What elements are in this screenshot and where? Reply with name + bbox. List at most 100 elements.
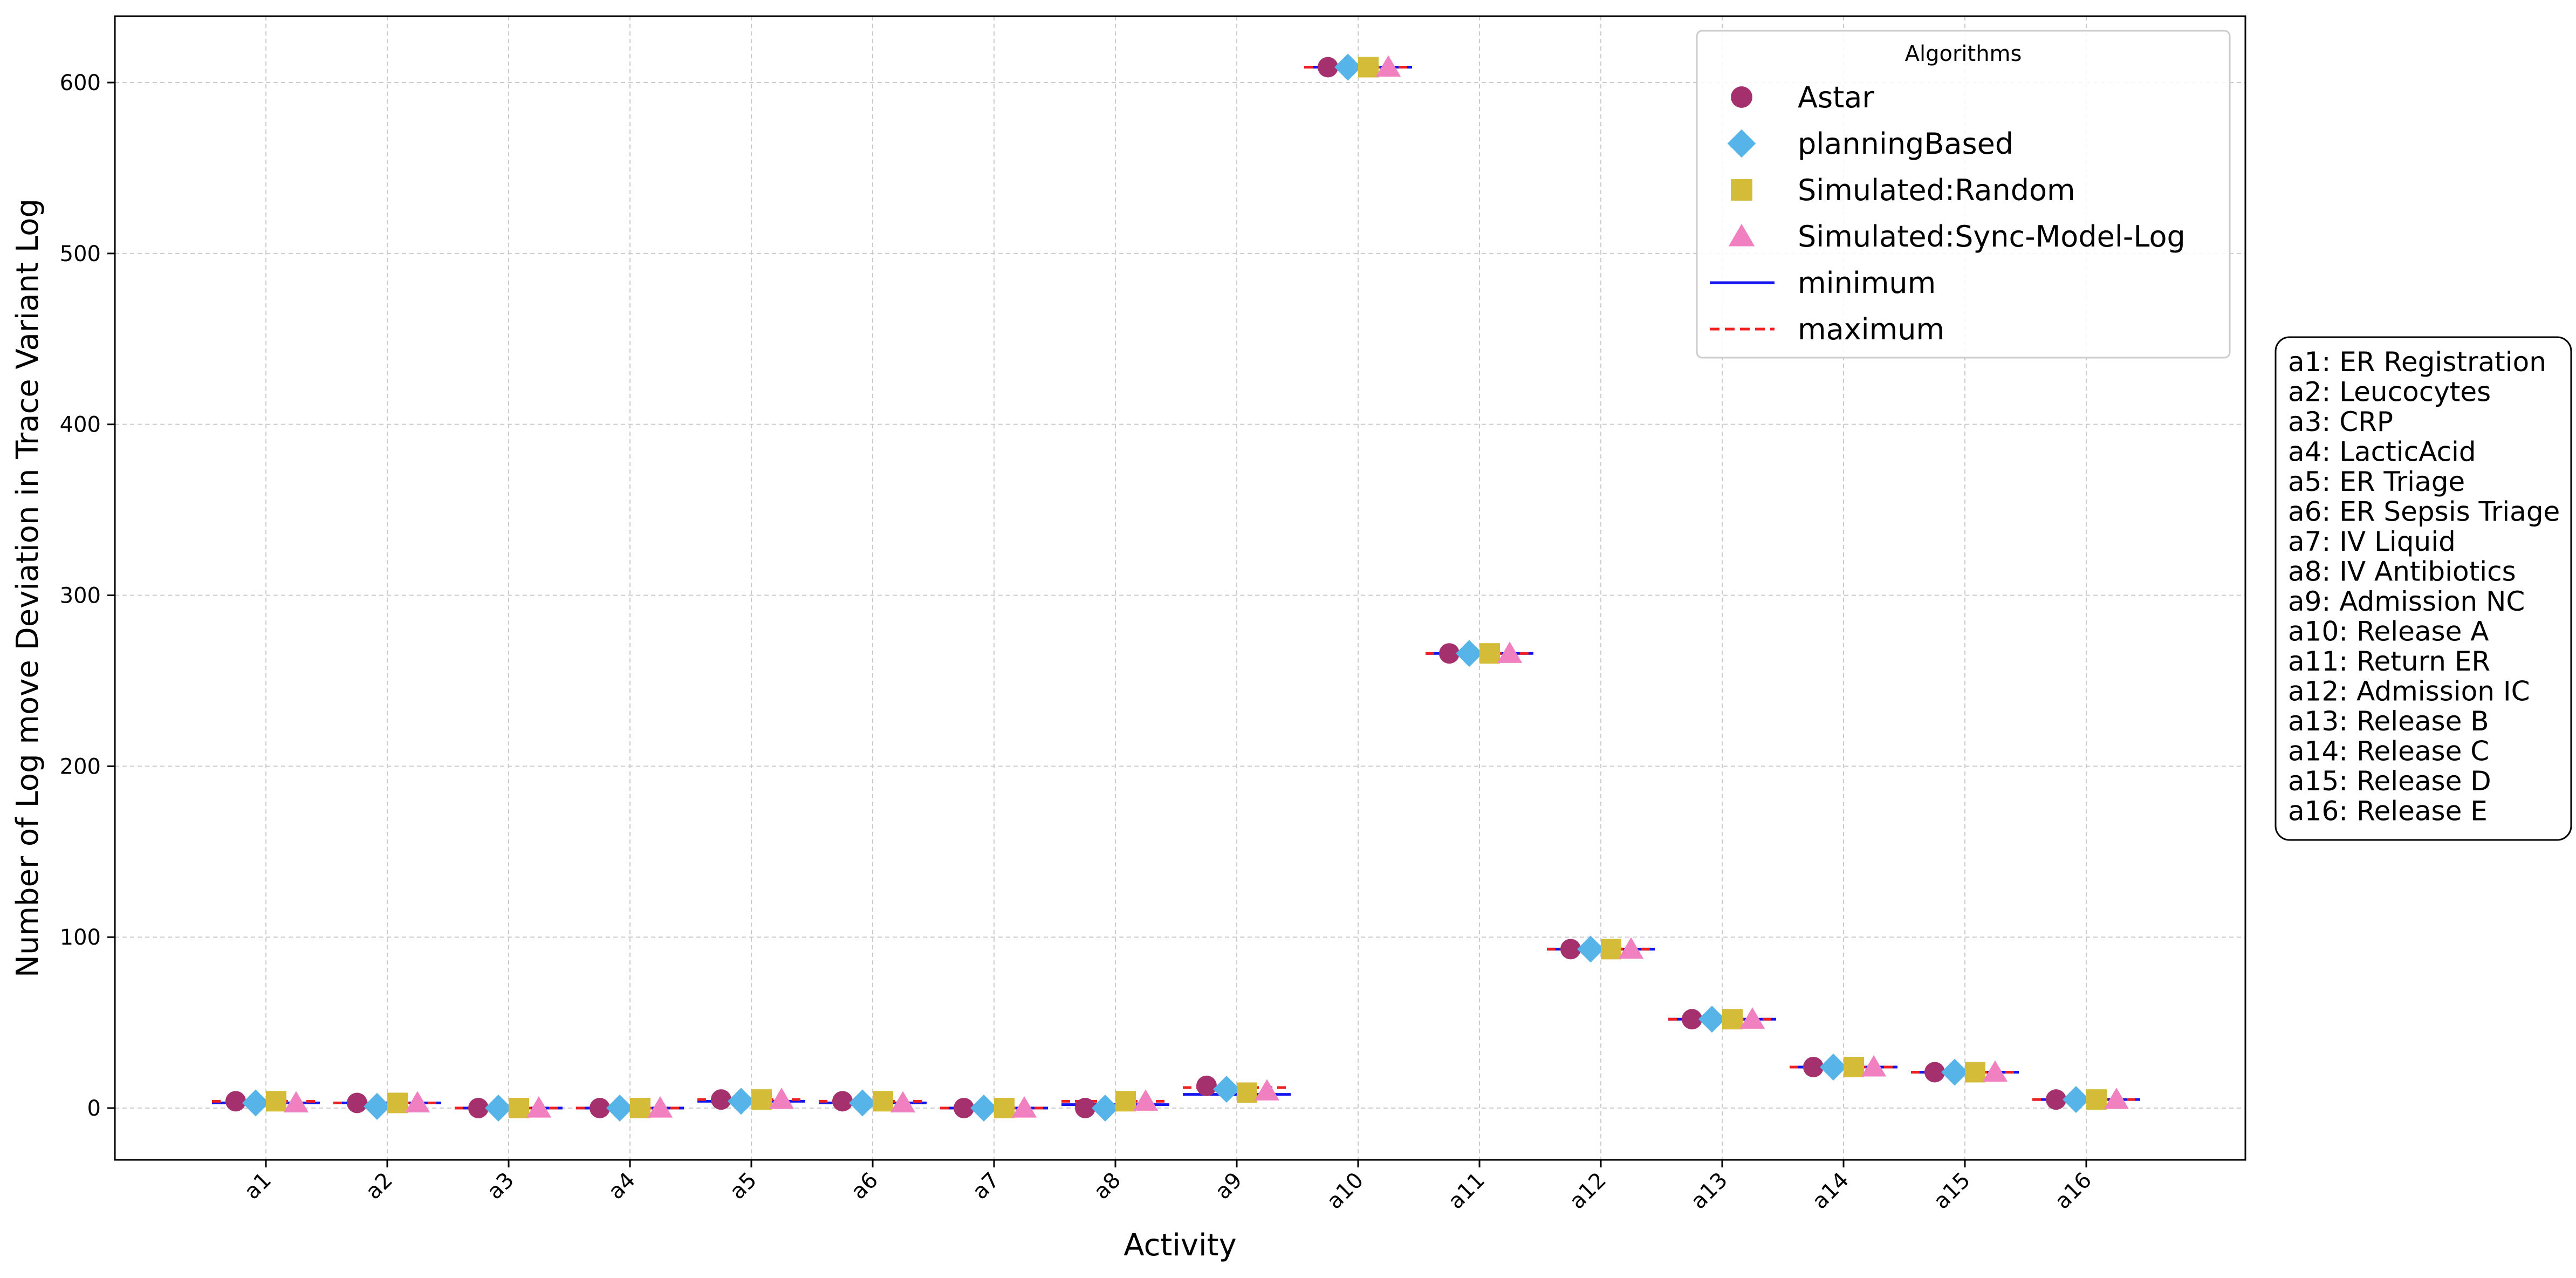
simulated-sync-model-log-point: [1011, 1096, 1037, 1118]
planningbased-point: [364, 1092, 390, 1120]
planningbased-point: [1820, 1053, 1847, 1081]
astar-point: [1682, 1009, 1702, 1030]
activity-mapping-entry: a5: ER Triage: [2288, 466, 2465, 497]
planningbased-point: [606, 1095, 633, 1122]
simulated-sync-model-log-point: [405, 1091, 430, 1113]
planningbased-point: [1941, 1058, 1968, 1086]
simulated-random-point: [266, 1091, 286, 1112]
activity-mapping-entry: a1: ER Registration: [2288, 346, 2546, 378]
planningbased-point: [970, 1095, 997, 1122]
legend-frame: [1696, 30, 2231, 359]
astar-point: [954, 1098, 974, 1118]
activity-mapping-entry: a4: LacticAcid: [2288, 436, 2476, 468]
x-tick-label: a10: [1322, 1168, 1368, 1214]
astar-point: [347, 1092, 367, 1113]
activity-mapping-frame: [2274, 336, 2572, 841]
simulated-sync-model-log-point: [1254, 1079, 1280, 1101]
x-tick-label: a4: [604, 1168, 640, 1205]
x-tick-label: a2: [361, 1168, 398, 1205]
planningbased-point: [2063, 1086, 2089, 1113]
simulated-random-point: [2086, 1089, 2107, 1110]
simulated-random-point: [630, 1098, 650, 1118]
simulated-sync-model-log-point: [769, 1088, 794, 1109]
legend: Algorithms Astar planningBased Simulated:Ra…: [1696, 30, 2231, 359]
legend-label: planningBased: [1798, 127, 2013, 161]
simulated-random-point: [873, 1091, 893, 1112]
x-tick-label: a3: [482, 1168, 519, 1205]
simulated-sync-model-log-point: [1375, 55, 1401, 77]
astar-point: [225, 1091, 246, 1112]
x-tick-label: a1: [239, 1168, 276, 1205]
planningbased-point: [1577, 935, 1604, 963]
x-tick-label: a16: [2050, 1168, 2097, 1214]
planningbased-point: [1334, 53, 1361, 81]
x-tick-label: a11: [1443, 1168, 1490, 1214]
simulated-sync-model-log-point: [1618, 937, 1644, 959]
simulated-sync-model-log-point: [890, 1091, 916, 1113]
astar-point: [1803, 1056, 1824, 1077]
simulated-sync-model-log-point: [1982, 1060, 2008, 1082]
data-points: [225, 53, 2129, 1122]
simulated-random-point: [509, 1098, 529, 1118]
x-tick-label: a13: [1686, 1168, 1732, 1214]
astar-point: [1196, 1075, 1217, 1096]
legend-label: Simulated:Random: [1798, 173, 2075, 207]
activity-mapping-entry: a14: Release C: [2288, 736, 2489, 767]
y-tick-label: 500: [60, 242, 101, 266]
x-tick-label: a15: [1929, 1168, 1975, 1214]
activity-mapping-entry: a16: Release E: [2288, 796, 2488, 827]
x-tick-label: a14: [1807, 1168, 1854, 1214]
planningbased-point: [485, 1095, 512, 1122]
x-tick-label: a6: [846, 1168, 883, 1205]
planningbased-point: [1698, 1006, 1725, 1033]
simulated-random-point: [1358, 57, 1379, 78]
simulated-sync-model-log-point: [2104, 1088, 2129, 1109]
planningbased-point: [242, 1089, 269, 1117]
activity-mapping-entry: a3: CRP: [2288, 406, 2393, 438]
astar-point: [1075, 1098, 1095, 1118]
y-tick-label: 600: [60, 71, 101, 95]
simulated-sync-model-log-point: [1739, 1007, 1765, 1029]
astar-point: [468, 1098, 489, 1118]
activity-mapping-entry: a10: Release A: [2288, 616, 2489, 647]
astar-point: [590, 1098, 610, 1118]
astar-point: [832, 1091, 853, 1112]
x-tick-label: a9: [1210, 1168, 1247, 1205]
astar-point: [1560, 939, 1581, 960]
astar-point: [1439, 643, 1460, 664]
legend-label: Astar: [1798, 80, 1874, 114]
activity-mapping-entry: a6: ER Sepsis Triage: [2288, 496, 2560, 528]
x-tick-label: a7: [968, 1168, 1004, 1205]
legend-label: Simulated:Sync-Model-Log: [1798, 220, 2186, 254]
activity-mapping-entry: a7: IV Liquid: [2288, 526, 2456, 557]
legend-marker: [1731, 179, 1752, 201]
legend-label: maximum: [1798, 312, 1944, 346]
y-tick-label: 300: [60, 584, 101, 609]
astar-point: [2046, 1089, 2066, 1110]
x-tick-label: a8: [1089, 1168, 1126, 1205]
astar-point: [711, 1089, 731, 1110]
simulated-sync-model-log-point: [283, 1091, 309, 1113]
planningbased-point: [1092, 1095, 1119, 1122]
activity-mapping-entry: a11: Return ER: [2288, 646, 2490, 677]
plot-frame: [114, 15, 2246, 1161]
planningbased-point: [728, 1088, 755, 1115]
simulated-random-point: [1965, 1062, 1985, 1083]
simulated-random-point: [751, 1089, 772, 1110]
astar-point: [1924, 1062, 1945, 1083]
simulated-random-point: [1237, 1082, 1257, 1103]
simulated-sync-model-log-point: [647, 1096, 673, 1118]
simulated-random-point: [1479, 643, 1500, 664]
planningbased-point: [849, 1089, 876, 1117]
simulated-random-point: [1722, 1009, 1743, 1030]
legend-label: minimum: [1798, 266, 1936, 300]
activity-mapping-entry: a9: Admission NC: [2288, 586, 2525, 617]
simulated-random-point: [994, 1098, 1015, 1118]
simulated-random-point: [1844, 1056, 1864, 1077]
legend-marker: [1728, 223, 1755, 247]
y-tick-label: 400: [60, 413, 101, 438]
simulated-sync-model-log-point: [1133, 1089, 1159, 1111]
activity-mapping-entry: a12: Admission IC: [2288, 676, 2530, 707]
